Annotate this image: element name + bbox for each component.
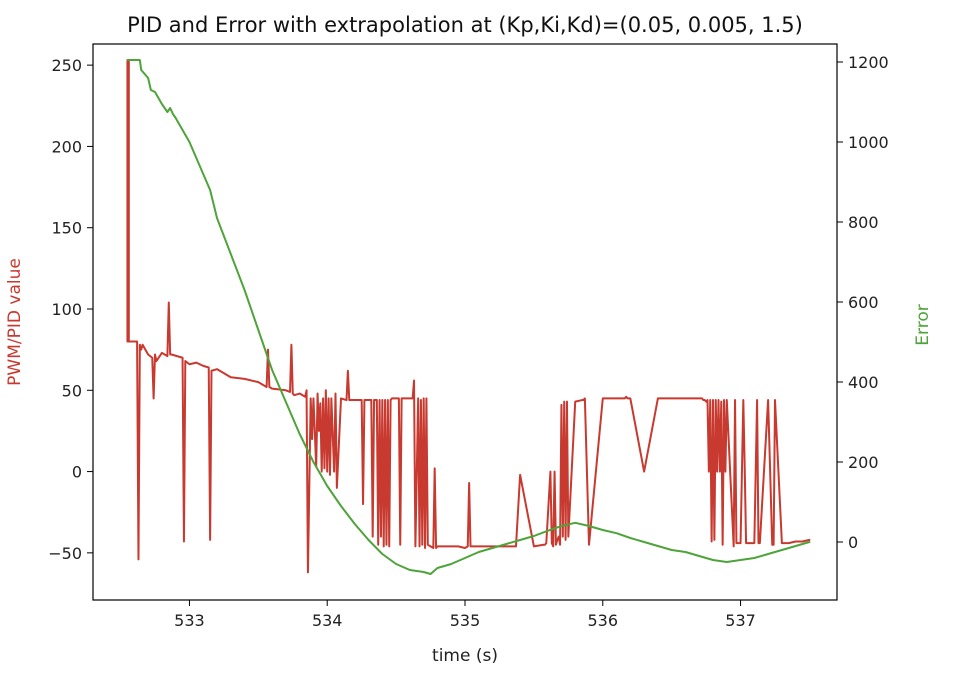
pwm-pid-line	[126, 59, 811, 574]
x-tick-label: 534	[312, 611, 343, 630]
x-tick-label: 535	[450, 611, 481, 630]
y-left-tick-label: 100	[51, 300, 82, 319]
y-right-tick-label: 200	[848, 453, 879, 472]
y-left-tick-label: 200	[51, 137, 82, 156]
y-left-tick-label: −50	[48, 544, 82, 563]
y-left-tick-label: 250	[51, 56, 82, 75]
axes: 533 534 535 536 537 −50 0 50 100 150 200 250 0 200 400…	[48, 43, 889, 630]
x-axis-title: time (s)	[432, 646, 498, 666]
y-right-tick-label: 1000	[848, 133, 889, 152]
y-right-tick-label: 600	[848, 293, 879, 312]
plot-area	[93, 44, 837, 600]
y-right-tick-label: 800	[848, 213, 879, 232]
x-tick-label: 533	[174, 611, 205, 630]
left-axis-title: PWM/PID value	[5, 258, 25, 386]
right-axis-title: Error	[913, 304, 933, 345]
y-right-tick-label: 1200	[848, 53, 889, 72]
chart-title: PID and Error with extrapolation at (Kp,…	[127, 13, 803, 37]
x-tick-label: 537	[725, 611, 756, 630]
y-left-tick-label: 0	[72, 463, 82, 482]
y-right-tick-label: 400	[848, 373, 879, 392]
y-left-tick-label: 150	[51, 219, 82, 238]
series-layer	[126, 59, 811, 575]
error-line	[126, 59, 811, 575]
plot-background	[93, 44, 837, 600]
x-tick-label: 536	[588, 611, 619, 630]
y-left-tick-label: 50	[62, 381, 82, 400]
y-right-tick-label: 0	[848, 533, 858, 552]
